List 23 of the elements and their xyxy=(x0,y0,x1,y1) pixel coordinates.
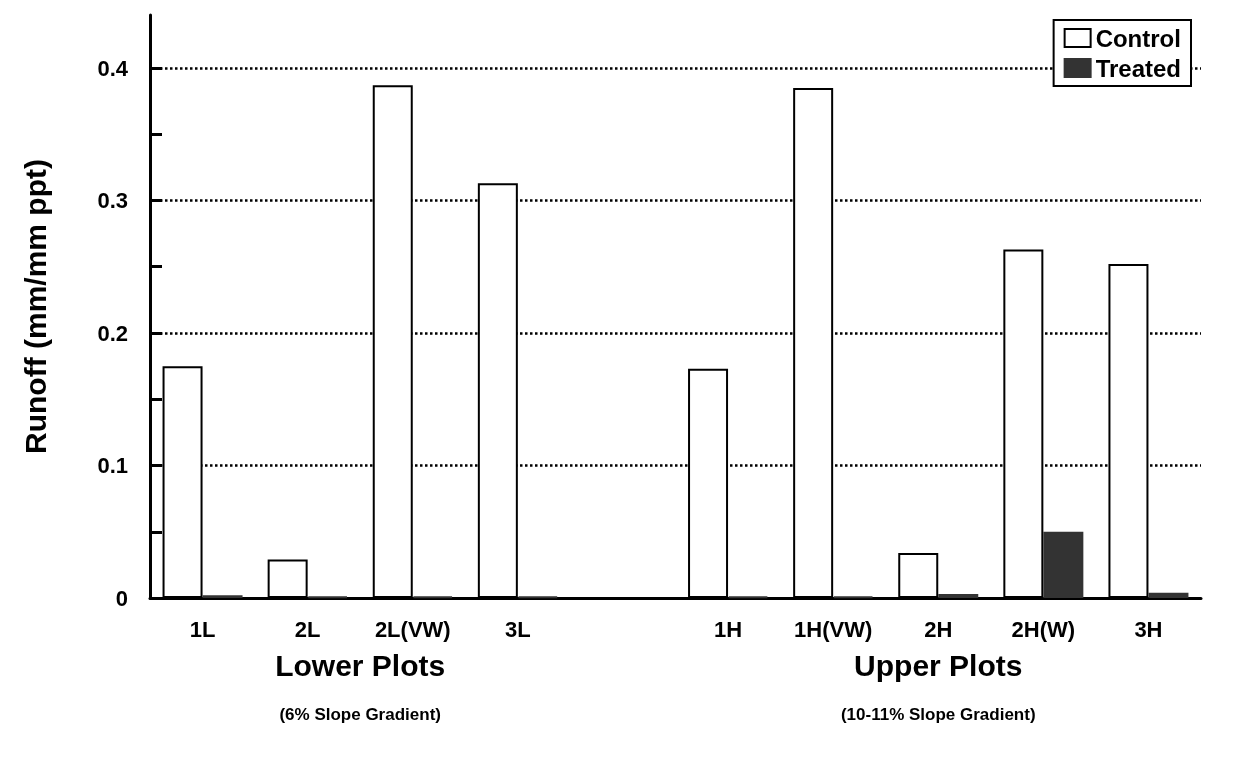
x-tick-label: 3L xyxy=(505,616,531,642)
bar xyxy=(1148,592,1189,598)
y-tick-label: 0.2 xyxy=(97,320,128,346)
x-tick-label: 2L xyxy=(294,616,321,642)
x-tick-label: 1H xyxy=(713,616,743,642)
text: (10-11% Slope Gradient) xyxy=(840,705,1036,724)
text: Lower Plots xyxy=(275,648,446,682)
text: Upper Plots xyxy=(854,648,1023,682)
text: (6% Slope Gradient) xyxy=(279,705,441,724)
x-tick-label: 2L(VW) xyxy=(374,616,451,642)
x-tick-label: 2H(W) xyxy=(1011,616,1076,642)
legend-label: Control xyxy=(1095,24,1181,52)
y-tick-label: 0.1 xyxy=(97,453,128,478)
x-tick-label: 1H(VW) xyxy=(794,616,873,642)
y-tick-label: 0.3 xyxy=(97,188,128,213)
x-tick-label: 1L xyxy=(189,616,216,642)
x-tick-label: 2H xyxy=(924,616,953,642)
y-tick-label: 0 xyxy=(115,585,128,611)
y-axis-title: Runoff (mm/mm ppt) xyxy=(18,159,52,454)
bar xyxy=(1043,531,1084,598)
x-tick-label: 3H xyxy=(1134,616,1163,642)
y-tick-label: 0.4 xyxy=(97,55,129,81)
legend-label: Treated xyxy=(1095,54,1181,82)
